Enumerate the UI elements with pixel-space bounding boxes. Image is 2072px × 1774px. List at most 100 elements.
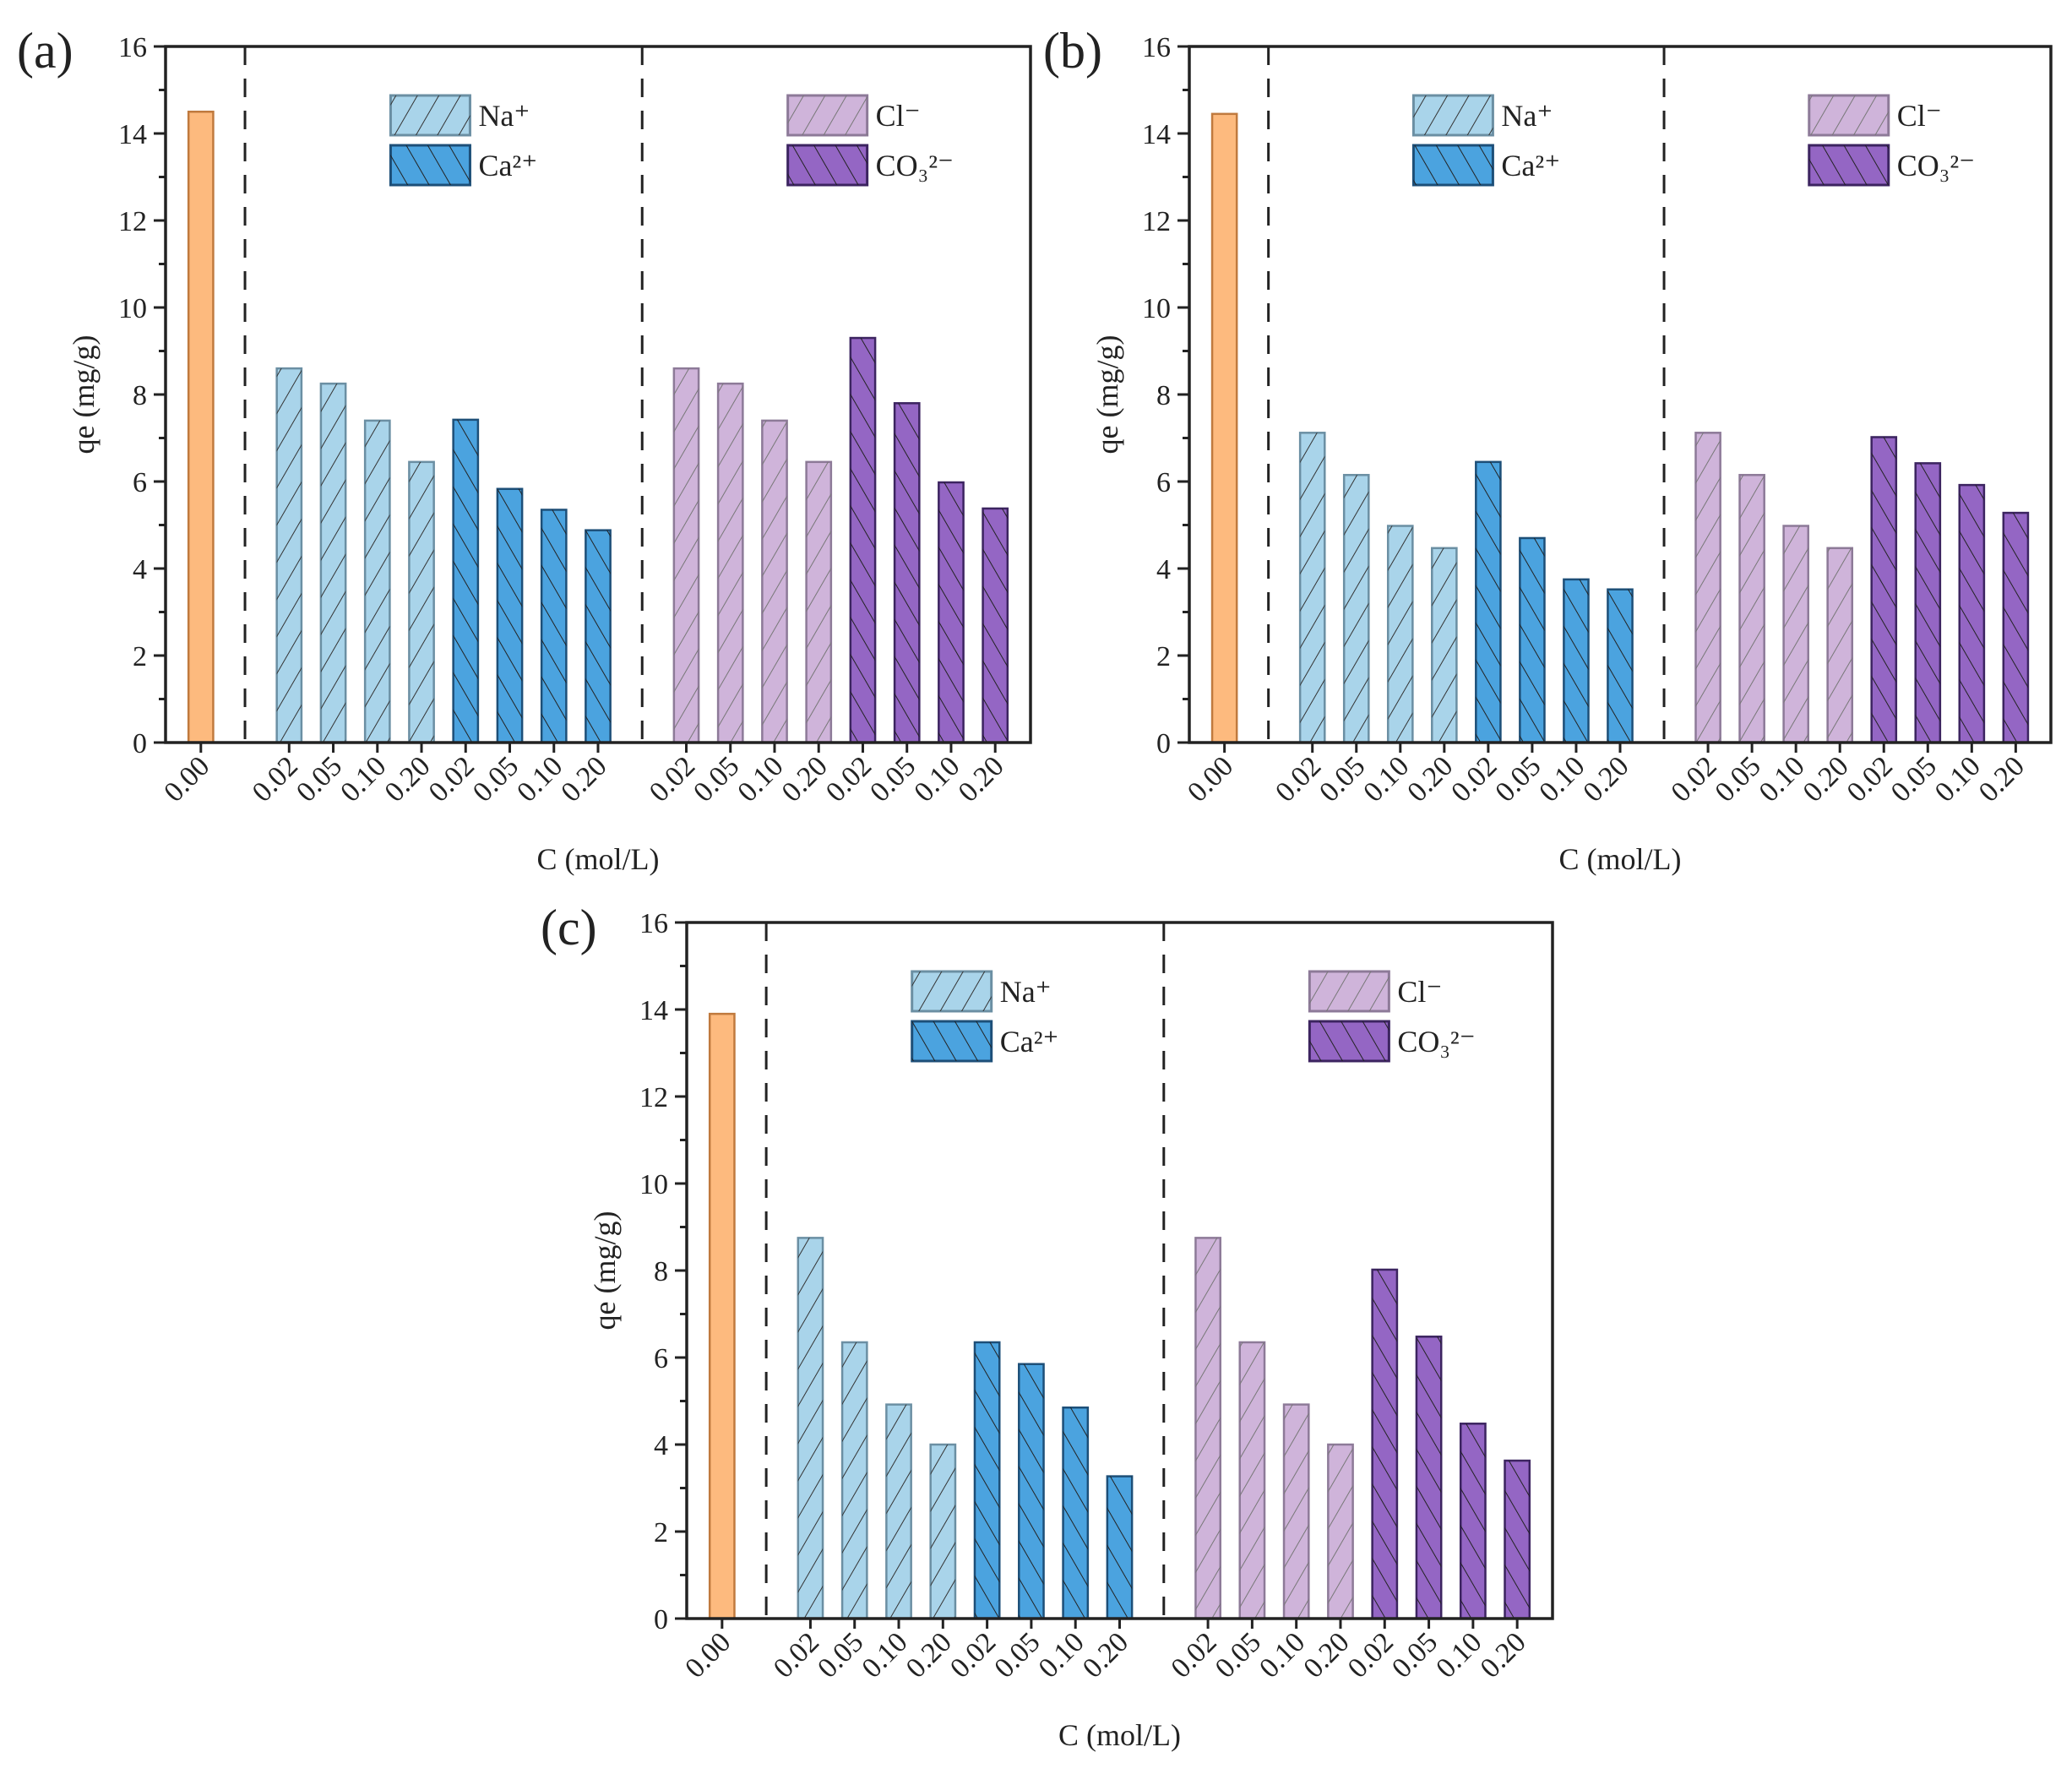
legend-item-Na: Na⁺ xyxy=(389,94,530,137)
x-tick-label: 0.20 xyxy=(1077,1626,1134,1684)
legend-label: Na⁺ xyxy=(478,99,530,133)
legend-item-Na: Na⁺ xyxy=(1411,94,1553,137)
legend-item-Cl: Cl⁻ xyxy=(1308,970,1442,1013)
y-tick-label: 0 xyxy=(654,1604,668,1635)
legend-item-Cl: Cl⁻ xyxy=(786,94,921,137)
bar-Cl-3 xyxy=(1826,547,1854,744)
bar-hatch xyxy=(1107,1476,1133,1619)
x-tick-label: 0.02 xyxy=(1342,1626,1400,1684)
legend-swatch-hatch xyxy=(1413,145,1493,185)
x-tick-label: 0.02 xyxy=(944,1626,1002,1684)
bar-Na-2 xyxy=(1386,525,1414,744)
x-tick-label: 0.05 xyxy=(1885,750,1943,808)
bar-hatch xyxy=(365,420,390,743)
bar-Na-1 xyxy=(319,382,347,744)
bar-hatch xyxy=(1063,1407,1088,1619)
x-tick-label: 0.05 xyxy=(1489,750,1547,808)
bar-Cl-1 xyxy=(1238,1341,1266,1620)
bar-Na-3 xyxy=(1431,547,1458,744)
bar-hatch xyxy=(1783,525,1808,743)
x-tick-label: 0.20 xyxy=(1475,1626,1532,1684)
legend-label: Na⁺ xyxy=(1000,975,1052,1009)
bar-hatch xyxy=(1344,475,1369,743)
bar-CO3-1 xyxy=(893,402,921,744)
bar-hatch xyxy=(1019,1363,1044,1619)
bar-CO3-0 xyxy=(1371,1268,1399,1620)
x-tick-label: 0.02 xyxy=(423,750,481,808)
y-tick-label: 6 xyxy=(1156,467,1171,498)
bar-hatch xyxy=(1520,537,1545,743)
x-tick-label: 0.10 xyxy=(908,750,965,808)
legend-label: CO₃²⁻ xyxy=(876,149,954,182)
legend-swatch-hatch xyxy=(787,145,867,185)
bar-Na-2 xyxy=(363,419,391,744)
x-tick-label: 0.05 xyxy=(1386,1626,1444,1684)
y-tick-label: 4 xyxy=(654,1430,668,1461)
y-tick-label: 8 xyxy=(1156,380,1171,411)
legend-item-Ca: Ca²⁺ xyxy=(911,1020,1059,1063)
legend-label: Cl⁻ xyxy=(1397,975,1442,1009)
legend-item-Ca: Ca²⁺ xyxy=(1411,144,1560,187)
bar-hatch xyxy=(1416,1336,1442,1619)
bar-Cl-3 xyxy=(805,460,833,744)
bar-Na-1 xyxy=(840,1341,868,1620)
bar-hatch xyxy=(541,509,567,743)
y-axis-label: qe (mg/g) xyxy=(1090,335,1124,454)
bar-Cl-2 xyxy=(1782,525,1809,744)
x-tick-label: 0.02 xyxy=(1270,750,1327,808)
y-tick-label: 14 xyxy=(639,995,668,1026)
x-tick-label: 0.05 xyxy=(467,750,525,808)
bar-CO3-3 xyxy=(982,507,1009,744)
legend-swatch-hatch xyxy=(1309,1021,1389,1061)
bar-Cl-2 xyxy=(761,419,788,744)
bar-Ca-1 xyxy=(1519,536,1546,744)
bar-Ca-1 xyxy=(1018,1363,1045,1620)
legend-label: Ca²⁺ xyxy=(1000,1025,1059,1058)
y-tick-label: 6 xyxy=(133,467,147,498)
y-tick-label: 14 xyxy=(118,119,147,150)
x-axis-label: C (mol/L) xyxy=(537,842,660,876)
x-tick-label: 0.02 xyxy=(644,750,701,808)
x-tick-label: 0.02 xyxy=(1166,1626,1223,1684)
bar-hatch xyxy=(762,420,787,743)
y-tick-label: 2 xyxy=(654,1517,668,1548)
bar-hatch xyxy=(974,1341,1000,1619)
y-tick-label: 4 xyxy=(1156,554,1171,585)
bar-Ca-2 xyxy=(540,509,568,744)
legend-swatch-hatch xyxy=(1808,95,1889,135)
legend-item-Ca: Ca²⁺ xyxy=(389,144,537,187)
bar-hatch xyxy=(585,530,611,743)
x-tick-label: 0.20 xyxy=(776,750,834,808)
x-tick-label: 0.05 xyxy=(864,750,922,808)
bar-Ca-0 xyxy=(452,418,480,744)
bar-hatch xyxy=(1504,1461,1530,1619)
x-tick-label: 0.00 xyxy=(679,1626,737,1684)
bar-Ca-2 xyxy=(1563,578,1590,744)
legend-label: CO₃²⁻ xyxy=(1397,1025,1475,1058)
x-tick-label: 0.20 xyxy=(1973,750,2031,808)
legend-label: Na⁺ xyxy=(1501,99,1553,133)
bar-fill xyxy=(1210,112,1238,744)
bar-CO3-2 xyxy=(1958,483,1986,744)
bar-hatch xyxy=(895,403,920,743)
bar-Na-0 xyxy=(275,367,303,744)
bar-CO3-1 xyxy=(1415,1336,1443,1620)
bar-Na-3 xyxy=(929,1443,957,1620)
bar-hatch xyxy=(1328,1445,1353,1619)
y-tick-label: 8 xyxy=(133,380,147,411)
legend-swatch-hatch xyxy=(911,1021,992,1061)
bar-hatch xyxy=(409,461,434,743)
legend-swatch-hatch xyxy=(1309,971,1389,1011)
bar-CO3-1 xyxy=(1914,462,1942,744)
x-tick-label: 0.20 xyxy=(1797,750,1855,808)
legend-swatch-hatch xyxy=(390,145,470,185)
bar-Cl-1 xyxy=(716,382,744,744)
x-tick-label: 0.05 xyxy=(812,1626,869,1684)
bar-Ca-3 xyxy=(1106,1475,1134,1620)
bar-hatch xyxy=(806,461,831,743)
bar-hatch xyxy=(453,419,478,743)
bar-hatch xyxy=(2003,513,2028,743)
x-tick-label: 0.02 xyxy=(820,750,878,808)
x-tick-label: 0.05 xyxy=(1313,750,1371,808)
